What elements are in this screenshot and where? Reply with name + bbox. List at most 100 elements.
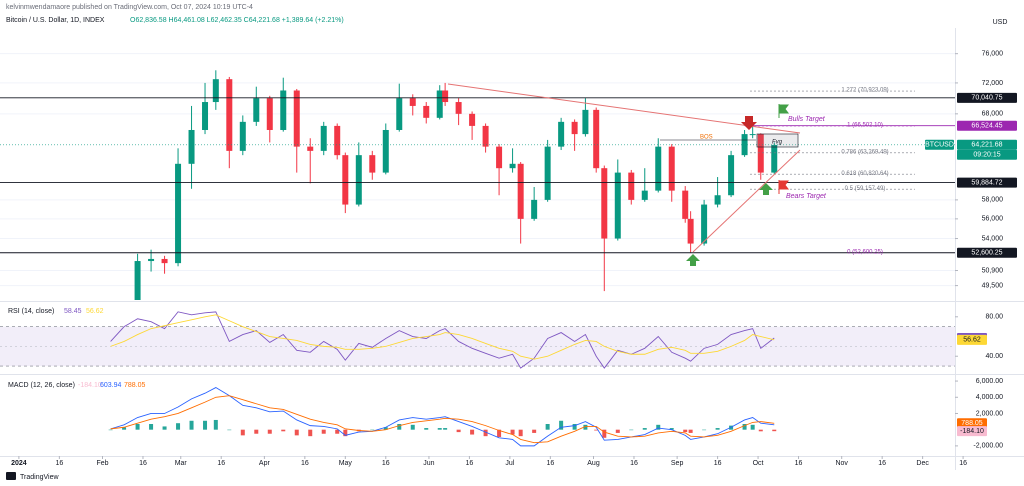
candle-body xyxy=(728,155,735,196)
currency: USD xyxy=(993,19,1008,26)
candle-body xyxy=(239,121,246,151)
candle-body xyxy=(641,190,648,200)
candle-body xyxy=(757,134,764,173)
histogram-bar xyxy=(281,429,286,432)
candle-body xyxy=(558,121,565,147)
histogram-bar xyxy=(594,429,599,431)
y-tick-label: 50,900 xyxy=(982,267,1004,274)
x-tick-label: 16 xyxy=(630,460,638,467)
candle-body xyxy=(701,204,708,244)
y-tick-label: 2,000.00 xyxy=(976,410,1003,417)
candle-body xyxy=(188,129,195,164)
candle-body xyxy=(202,102,209,130)
indicator-line xyxy=(110,311,775,369)
trendline xyxy=(692,149,801,253)
histogram-bar xyxy=(545,424,550,430)
legend-value: 788.05 xyxy=(124,382,146,389)
x-tick-label: 16 xyxy=(301,460,309,467)
fib-label: 0.5 (59,157.49) xyxy=(845,186,886,192)
price-level-label-bg xyxy=(957,139,1017,150)
y-tick-label: 56,000 xyxy=(982,216,1004,223)
symbol-label: BTCUSD xyxy=(925,142,954,149)
candle-body xyxy=(655,146,662,191)
histogram-bar xyxy=(758,429,763,432)
candle-body xyxy=(423,105,430,118)
footer: TradingView xyxy=(20,474,59,481)
arrow-up xyxy=(759,183,773,195)
histogram-bar xyxy=(149,424,154,430)
histogram-bar xyxy=(189,420,194,430)
x-tick-label: 16 xyxy=(382,460,390,467)
price-level-label: 70,040.75 xyxy=(971,95,1002,102)
candle-body xyxy=(531,199,538,219)
legend-value: 603.94 xyxy=(100,382,122,389)
y-tick-label: 58,000 xyxy=(982,197,1004,204)
candle-body xyxy=(628,172,635,200)
histogram-bar xyxy=(572,424,577,430)
histogram-bar xyxy=(688,429,693,433)
candle-body xyxy=(253,98,260,122)
indicator-line xyxy=(110,395,775,444)
bulls-target: Bulls Target xyxy=(788,116,826,123)
histogram-bar xyxy=(497,429,502,437)
x-tick-label: 16 xyxy=(795,460,803,467)
x-tick-label: Nov xyxy=(835,460,848,467)
x-tick-label: Aug xyxy=(587,460,600,467)
candle-body xyxy=(334,125,341,156)
histogram-bar xyxy=(532,429,537,433)
publisher: kelvinmwendamaore published on TradingVi… xyxy=(6,4,253,11)
candle-body xyxy=(396,98,403,130)
legend-value: 56.62 xyxy=(86,308,104,315)
histogram-bar xyxy=(559,420,564,430)
histogram-bar xyxy=(213,419,218,430)
histogram-bar xyxy=(203,420,208,430)
histogram-bar xyxy=(308,429,313,437)
x-tick-label: May xyxy=(339,460,353,467)
fib-label: 0.618 (60,820.64) xyxy=(841,171,888,177)
x-tick-label: Jul xyxy=(505,460,514,467)
candle-body xyxy=(469,113,476,126)
histogram-bar xyxy=(176,423,181,430)
countdown-label-bg xyxy=(957,149,1017,160)
histogram-bar xyxy=(294,429,299,436)
histogram-bar xyxy=(602,429,607,438)
macd-title: MACD (12, 26, close) xyxy=(8,382,75,389)
candle-body xyxy=(517,163,524,219)
candle-body xyxy=(749,134,756,136)
last-value-label-bg xyxy=(957,426,987,437)
histogram-bar xyxy=(343,429,348,437)
candle-body xyxy=(409,98,416,106)
histogram-bar xyxy=(615,429,620,433)
y-tick-label: -2,000.00 xyxy=(973,443,1003,450)
x-tick-label: Jun xyxy=(423,460,434,467)
histogram-bar xyxy=(715,428,720,430)
candle-body xyxy=(175,163,182,264)
x-tick-label: Oct xyxy=(753,460,764,467)
candle-body xyxy=(280,90,287,130)
candle-body xyxy=(342,155,349,205)
price-level-label: 52,600.25 xyxy=(971,250,1002,257)
fib-label: 0.786 (63,269.49) xyxy=(841,149,888,155)
histogram-bar xyxy=(240,429,245,436)
histogram-bar xyxy=(254,429,259,434)
histogram-bar xyxy=(335,429,340,434)
candle-body xyxy=(148,258,155,262)
histogram-bar xyxy=(683,429,688,433)
histogram-bar xyxy=(370,429,375,431)
candle-body xyxy=(455,102,462,114)
bull-flag xyxy=(778,104,789,118)
x-tick-label: 16 xyxy=(546,460,554,467)
histogram-bar xyxy=(656,424,661,430)
y-tick-label: 6,000.00 xyxy=(976,378,1003,385)
y-tick-label: 76,000 xyxy=(982,51,1004,58)
histogram-bar xyxy=(629,429,634,431)
histogram-bar xyxy=(518,429,523,437)
histogram-bar xyxy=(483,429,488,437)
histogram-bar xyxy=(742,424,747,430)
y-tick-label: 80.00 xyxy=(985,314,1003,321)
x-tick-label: Dec xyxy=(916,460,929,467)
candle-body xyxy=(382,129,389,173)
arrow-down xyxy=(741,116,757,130)
fib-label: 1.272 (70,923.09) xyxy=(841,88,888,94)
candle-body xyxy=(212,79,219,103)
